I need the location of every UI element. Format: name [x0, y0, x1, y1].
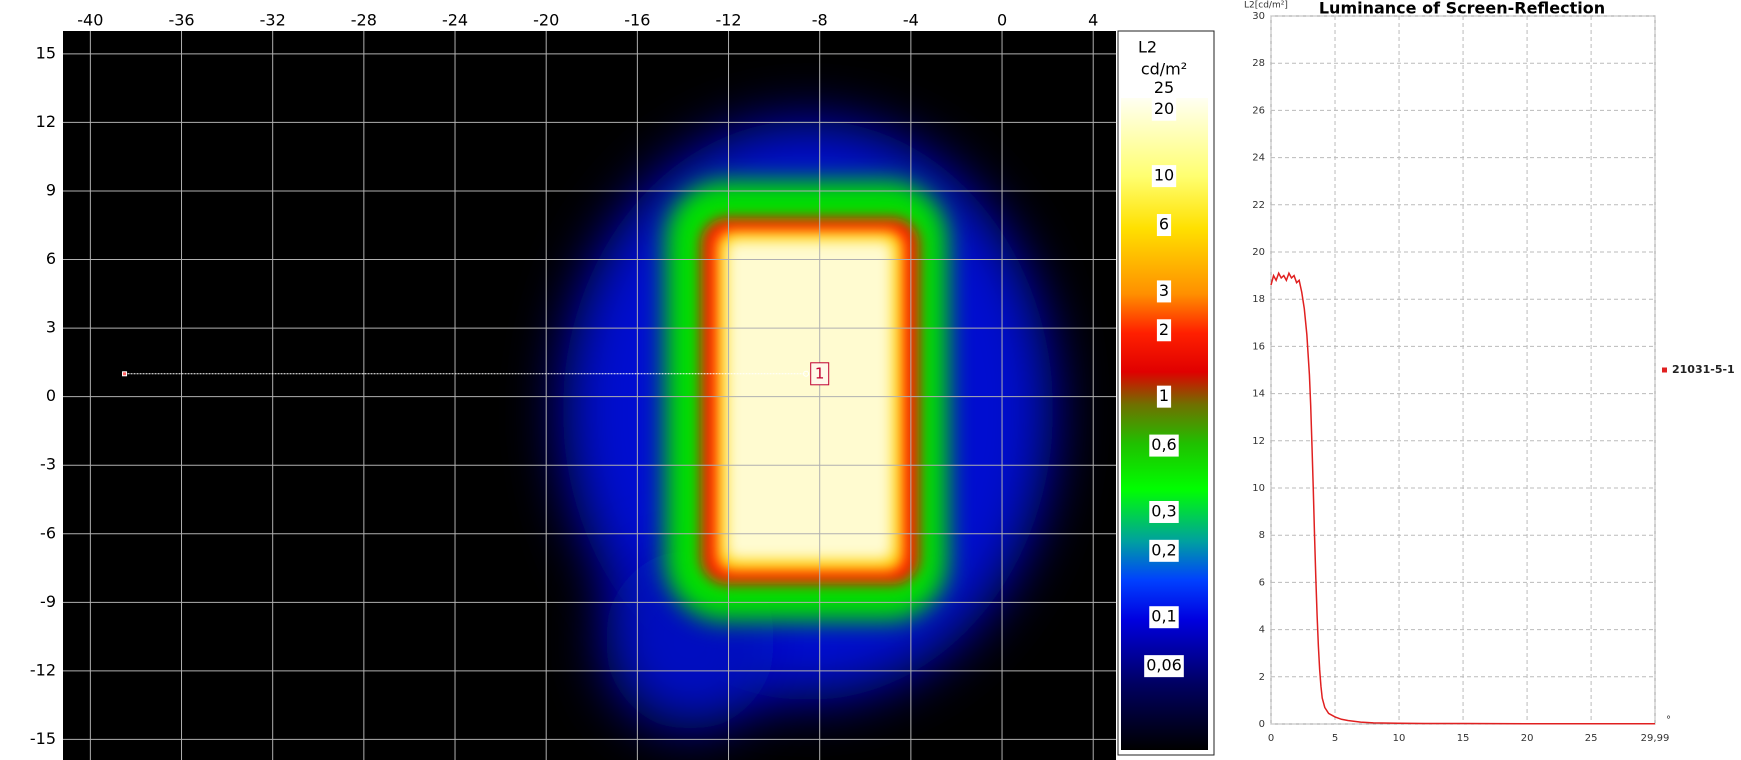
y-tick-label: 0	[46, 386, 56, 405]
colorbar-label-bg	[1151, 165, 1177, 188]
y-tick-label: 26	[1252, 105, 1265, 116]
legend-label: 21031-5-1	[1672, 363, 1735, 376]
y-tick-label: -6	[40, 523, 56, 542]
y-tick-label: -3	[40, 455, 56, 474]
annotation-label: 1	[815, 364, 825, 382]
colorbar-unit: cd/m²	[1141, 60, 1187, 79]
y-tick-label: 30	[1252, 11, 1265, 22]
colorbar-tick-label: 25	[1154, 78, 1174, 97]
x-tick-label: 10	[1393, 733, 1406, 744]
y-tick-label: 12	[36, 112, 56, 131]
heatmap-panel: L2 cd/m² -40 -36 -32 -28 -24 -20 -16 -12 -8 -4 0 41…	[30, 11, 1215, 760]
x-tick-label: -36	[168, 11, 194, 30]
colorbar	[1121, 98, 1208, 750]
profile-end	[803, 370, 810, 377]
colorbar-label-bg	[1156, 280, 1172, 303]
grid	[63, 31, 1116, 760]
y-tick-label: -12	[30, 660, 56, 679]
colorbar-tick-label: 0,2	[1151, 540, 1176, 559]
chart-title: Luminance of Screen-Reflection	[1319, 0, 1605, 18]
y-tick-label: 2	[1259, 672, 1265, 683]
x-tick-label: 0	[997, 11, 1007, 30]
y-tick-label: 22	[1252, 200, 1265, 211]
x-tick-label: 20	[1521, 733, 1534, 744]
colorbar-label-bg	[1156, 214, 1172, 237]
y-tick-label: 6	[1259, 577, 1265, 588]
colorbar-tick-label: 10	[1154, 166, 1174, 185]
x-tick-label: 25	[1585, 733, 1598, 744]
colorbar-label-bg	[1156, 385, 1172, 408]
y-tick-label: 24	[1252, 153, 1265, 164]
x-tick-label: -24	[442, 11, 468, 30]
profile-start	[122, 371, 128, 377]
colorbar-label-bg	[1149, 539, 1179, 562]
y-tick-label: 16	[1252, 341, 1265, 352]
colorbar-label-bg	[1151, 77, 1177, 100]
x-tick-label: 29,99	[1641, 733, 1670, 744]
x-tick-label: -32	[260, 11, 286, 30]
series-line	[1270, 271, 1655, 725]
x-axis-unit: °	[1666, 715, 1671, 726]
line-panel: Luminance of Screen-Reflection L2[cd/m²]…	[1244, 0, 1735, 744]
colorbar-tick-label: 20	[1154, 99, 1174, 118]
colorbar-label-bg	[1149, 606, 1179, 629]
y-tick-label: 12	[1252, 436, 1265, 447]
colorbar-label-bg	[1151, 98, 1177, 121]
colorbar-label-bg	[1149, 434, 1179, 457]
colorbar-label-bg	[1144, 655, 1184, 678]
y-tick-label: 14	[1252, 389, 1265, 400]
colorbar-label-bg	[1156, 319, 1172, 342]
heat-center	[726, 240, 893, 560]
x-tick-label: 0	[1268, 733, 1274, 744]
y-tick-label: 4	[1259, 625, 1265, 636]
x-tick-label: -12	[715, 11, 741, 30]
y-tick-label: 10	[1252, 483, 1265, 494]
colorbar-tick-label: 2	[1159, 320, 1169, 339]
y-tick-label: 3	[46, 318, 56, 337]
y-tick-label: 15	[36, 43, 56, 62]
x-tick-label: -40	[77, 11, 103, 30]
colorbar-label-bg	[1149, 500, 1179, 523]
legend-swatch	[1662, 367, 1667, 373]
x-tick-label: -8	[812, 11, 828, 30]
heatmap-image	[563, 120, 1053, 730]
colorbar-tick-label: 0,6	[1151, 435, 1176, 454]
y-tick-label: -15	[30, 729, 56, 748]
y-tick-label: 28	[1252, 58, 1265, 69]
y-tick-label: 0	[1259, 719, 1265, 730]
colorbar-tick-label: 0,06	[1146, 656, 1182, 675]
y-tick-label: 20	[1252, 247, 1265, 258]
y-tick-label: -9	[40, 592, 56, 611]
colorbar-tick-label: 1	[1159, 386, 1169, 405]
x-tick-label: 15	[1457, 733, 1470, 744]
y-tick-label: 18	[1252, 294, 1265, 305]
x-tick-label: -4	[903, 11, 919, 30]
x-tick-label: -20	[533, 11, 559, 30]
y-tick-label: 9	[46, 180, 56, 199]
annotation-box	[810, 362, 830, 386]
x-tick-label: -28	[351, 11, 377, 30]
colorbar-tick-label: 0,1	[1151, 607, 1176, 626]
y-tick-label: 6	[46, 249, 56, 268]
colorbar-tick-label: 0,3	[1151, 501, 1176, 520]
y-tick-label: 8	[1259, 530, 1265, 541]
y-axis-label: L2[cd/m²]	[1244, 1, 1288, 11]
x-tick-label: 4	[1088, 11, 1098, 30]
x-tick-label: -16	[624, 11, 650, 30]
colorbar-title: L2	[1138, 38, 1157, 57]
colorbar-tick-label: 6	[1159, 215, 1169, 234]
x-tick-label: 5	[1332, 733, 1338, 744]
colorbar-tick-label: 3	[1159, 281, 1169, 300]
